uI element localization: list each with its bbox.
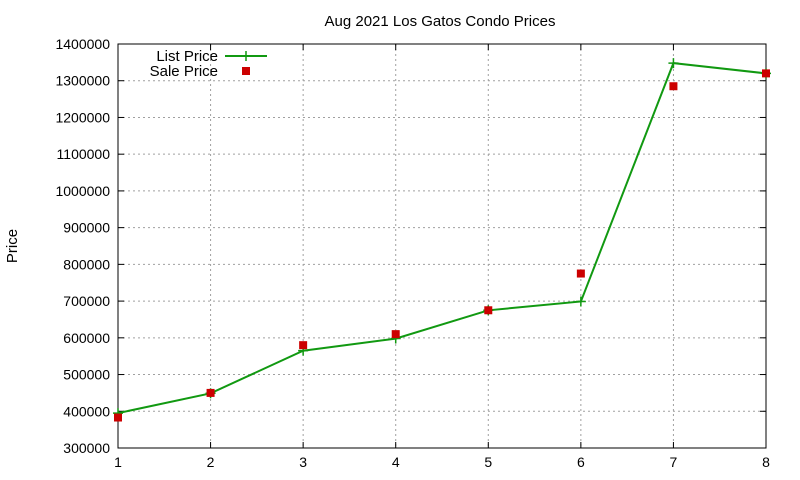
list-price-line bbox=[117, 62, 767, 415]
sale-price-point bbox=[299, 341, 308, 350]
y-tick-label: 500000 bbox=[63, 367, 110, 383]
sale-price-point bbox=[114, 413, 122, 422]
y-tick-label: 300000 bbox=[63, 440, 110, 456]
y-tick-label: 600000 bbox=[63, 330, 110, 346]
x-tick-label: 2 bbox=[207, 454, 215, 470]
grid-lines bbox=[118, 44, 766, 448]
list-price-point bbox=[575, 296, 586, 307]
y-tick-label: 700000 bbox=[63, 293, 110, 309]
y-tick-label: 400000 bbox=[63, 403, 110, 419]
y-tick-label: 900000 bbox=[63, 220, 110, 236]
legend-label-sale-price: Sale Price bbox=[150, 63, 218, 80]
sale-price-point bbox=[206, 388, 215, 397]
y-tick-label: 1300000 bbox=[55, 73, 110, 89]
chart-title: Aug 2021 Los Gatos Condo Prices bbox=[325, 13, 556, 30]
plot-frame bbox=[117, 43, 767, 449]
y-tick-label: 800000 bbox=[63, 256, 110, 272]
legend: List Price Sale Price bbox=[150, 48, 267, 80]
y-tick-label: 1400000 bbox=[55, 36, 110, 52]
y-tick-label: 1100000 bbox=[57, 146, 111, 162]
x-tick-label: 1 bbox=[114, 454, 122, 470]
data-series bbox=[113, 58, 771, 422]
legend-marker-sale-price bbox=[242, 67, 250, 75]
y-tick-label: 1200000 bbox=[55, 109, 110, 125]
list-price-point bbox=[668, 58, 679, 69]
sale-price-point bbox=[762, 69, 770, 78]
legend-label-list-price: List Price bbox=[156, 48, 218, 65]
axis-ticks: 300000 400000 500000 600000 700000 800000 9000… bbox=[55, 36, 770, 470]
sale-price-point bbox=[576, 269, 585, 278]
sale-price-point bbox=[484, 306, 493, 315]
y-axis-label: Price bbox=[4, 229, 21, 263]
x-tick-label: 4 bbox=[392, 454, 400, 470]
sale-price-point bbox=[669, 82, 678, 91]
x-tick-label: 3 bbox=[299, 454, 307, 470]
y-tick-label: 1000000 bbox=[55, 183, 110, 199]
sale-price-point bbox=[391, 330, 400, 339]
x-tick-label: 6 bbox=[577, 454, 585, 470]
x-tick-label: 5 bbox=[484, 454, 492, 470]
x-tick-label: 8 bbox=[762, 454, 770, 470]
x-tick-label: 7 bbox=[670, 454, 678, 470]
legend-marker-list-price bbox=[241, 51, 251, 61]
